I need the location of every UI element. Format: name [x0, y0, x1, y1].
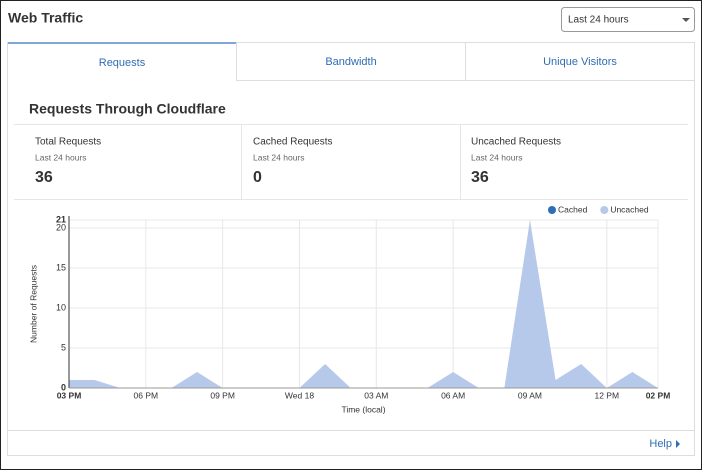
legend-swatch	[600, 206, 609, 214]
x-tick-label: 09 PM	[210, 390, 235, 400]
x-tick-label: 06 PM	[134, 390, 159, 400]
legend-label: Uncached	[610, 204, 649, 214]
active-tab-gap	[8, 80, 236, 82]
area	[69, 220, 658, 388]
y-axis-label: Number of Requests	[28, 265, 38, 343]
x-tick-label: 03 PM	[57, 390, 82, 400]
stat-period: Last 24 hours	[253, 152, 305, 162]
stat-value: 36	[471, 169, 489, 186]
y-tick-label: 15	[56, 262, 66, 272]
x-tick-label: 03 AM	[364, 390, 388, 400]
help-link[interactable]: Help	[649, 438, 672, 450]
x-tick-label: 09 AM	[518, 390, 542, 400]
stat-label: Uncached Requests	[471, 137, 561, 148]
help-arrow	[676, 440, 680, 448]
legend-label: Cached	[558, 204, 588, 214]
panel-title: Requests Through Cloudflare	[29, 101, 226, 117]
stat-label: Cached Requests	[253, 137, 333, 148]
stat-value: 36	[35, 169, 53, 186]
x-tick-label: 12 PM	[594, 390, 619, 400]
y-tick-label: 5	[61, 342, 66, 352]
x-tick-label: Wed 18	[285, 390, 314, 400]
tab[interactable]: Requests	[99, 57, 146, 69]
stat-period: Last 24 hours	[35, 152, 87, 162]
stat-period: Last 24 hours	[471, 152, 523, 162]
x-tick-label: 02 PM	[646, 390, 671, 400]
tab[interactable]: Bandwidth	[325, 56, 376, 68]
select-arrow	[682, 18, 690, 22]
title: Web Traffic	[8, 10, 83, 26]
x-tick-label: 06 AM	[441, 390, 465, 400]
stat-label: Total Requests	[35, 137, 101, 148]
y-tick-label: 20	[56, 222, 66, 232]
y-tick-label: 21	[56, 214, 66, 224]
tab[interactable]: Unique Visitors	[543, 56, 617, 68]
stat-value: 0	[253, 169, 262, 186]
y-tick-label: 10	[56, 302, 66, 312]
range-select-text[interactable]: Last 24 hours	[568, 15, 629, 26]
x-axis-label: Time (local)	[341, 404, 385, 414]
range-select[interactable]	[561, 7, 695, 32]
legend-swatch	[548, 206, 556, 214]
y-tick-label: 0	[61, 382, 66, 392]
